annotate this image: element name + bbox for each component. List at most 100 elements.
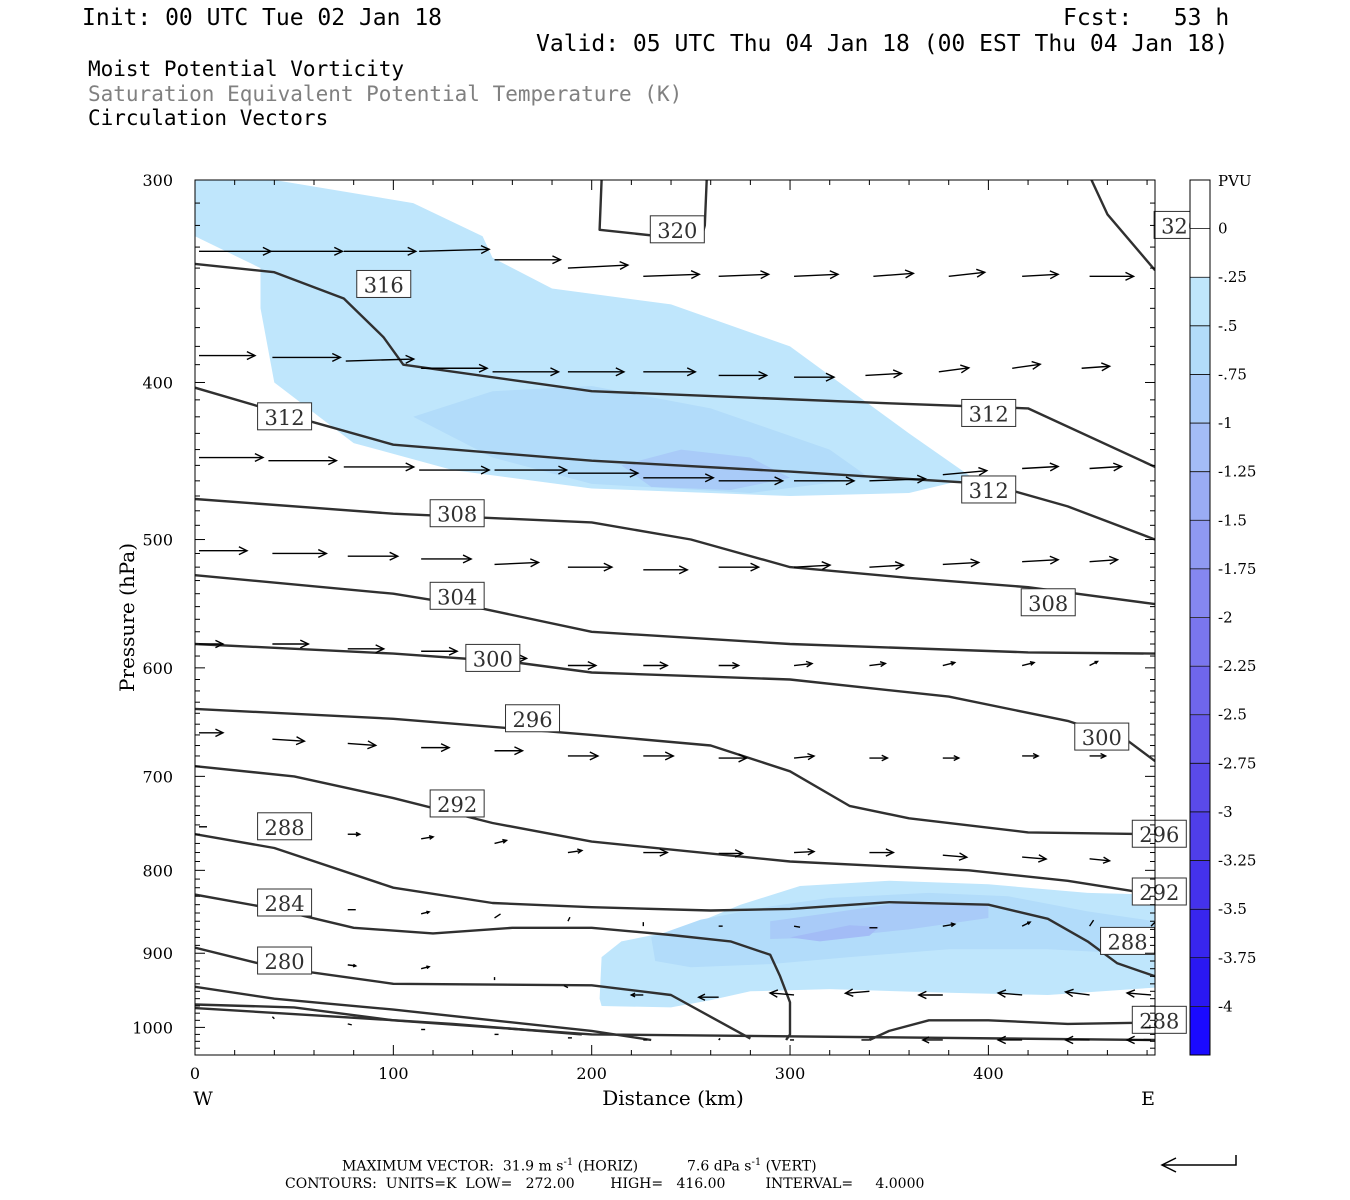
- max-vector-vert: 7.6 dPa s: [687, 1158, 752, 1175]
- vector-head: [558, 465, 569, 475]
- vector-shaft: [494, 839, 507, 845]
- y-tick-label: 800: [142, 861, 173, 880]
- colorbar-label: -3.25: [1218, 852, 1256, 870]
- vector-head: [664, 751, 675, 761]
- vector-head: [892, 369, 904, 379]
- theta-contour-6: [195, 642, 1155, 763]
- vector-arrow: [1012, 360, 1042, 370]
- vector-head: [825, 372, 836, 382]
- contour-label-box: [1131, 819, 1187, 848]
- vector-arrow: [718, 476, 785, 486]
- max-vector-label: MAXIMUM VECTOR:: [342, 1158, 494, 1175]
- vector-head: [960, 364, 971, 374]
- vector-arrow: [794, 270, 840, 280]
- vector-arrow: [942, 466, 989, 476]
- vector-shaft: [271, 1016, 275, 1020]
- vector-arrow: [270, 246, 345, 256]
- colorbar-label: -1.25: [1218, 463, 1256, 481]
- contour-label-box: [257, 402, 313, 431]
- y-tick-label: 400: [142, 373, 173, 392]
- vector-arrow: [1063, 1035, 1090, 1045]
- vector-arrow: [629, 992, 644, 998]
- vector-arrow: [345, 354, 416, 364]
- vector-arrow: [272, 736, 306, 746]
- vector-head: [589, 751, 600, 761]
- vector-arrow: [1089, 856, 1112, 864]
- vector-shaft: [563, 984, 569, 989]
- vector-arrow: [199, 546, 249, 556]
- vector-shaft: [793, 925, 801, 928]
- contour-label: 292: [429, 789, 485, 818]
- vector-head: [333, 246, 345, 256]
- vector-head: [829, 270, 840, 280]
- vector-head: [921, 1036, 930, 1044]
- vector-arrow: [420, 910, 431, 915]
- contour-label: 320: [649, 215, 705, 244]
- vector-arrow: [643, 367, 697, 377]
- vector-arrow: [420, 965, 431, 970]
- vector-shaft: [942, 561, 979, 566]
- contour-label: 292: [1131, 877, 1187, 906]
- vector-arrow: [996, 1035, 1023, 1045]
- theta-contour-10: [195, 893, 792, 1041]
- vector-shaft: [942, 854, 967, 858]
- contour-label-box: [257, 888, 313, 917]
- contour-label-text: 292: [437, 793, 477, 817]
- colorbar-unit: PVU: [1218, 172, 1252, 190]
- theta-contour-5: [195, 574, 1155, 655]
- vector-arrow: [419, 245, 491, 255]
- vector-arrow: [494, 465, 569, 475]
- vector-head: [1031, 360, 1042, 370]
- contour-label: 300: [1074, 722, 1130, 751]
- y-tick-label: 500: [142, 531, 173, 550]
- contour-label: 288: [257, 812, 313, 841]
- vector-head: [405, 462, 416, 472]
- vector-arrow: [1089, 271, 1136, 281]
- colorbar-label: -.5: [1218, 317, 1237, 335]
- vector-arrow: [343, 462, 416, 472]
- vector-arrow: [1125, 1035, 1152, 1045]
- vector-shaft: [869, 478, 926, 482]
- vector-head: [976, 268, 987, 278]
- vector-arrow: [718, 562, 761, 572]
- vector-head: [958, 852, 969, 861]
- vector-head: [1063, 1035, 1074, 1045]
- vector-arrow: [567, 468, 640, 478]
- vector-head: [629, 468, 640, 478]
- x-axis: 0 100 200 300 400 Distance (km) W E: [190, 180, 1155, 1110]
- vector-head: [478, 363, 489, 373]
- vector-arrow: [272, 548, 328, 559]
- vector-arrow: [643, 473, 715, 483]
- vector-shaft: [869, 564, 904, 568]
- vector-head: [917, 990, 927, 1000]
- vector-shaft: [873, 272, 914, 278]
- vector-head: [805, 660, 814, 668]
- x-axis-title: Distance (km): [602, 1086, 744, 1110]
- contour-label: 300: [465, 643, 521, 672]
- vector-head: [894, 561, 906, 571]
- vector-shaft: [793, 662, 813, 667]
- vector-arrow: [697, 993, 719, 1001]
- colorbar-cell: [1189, 471, 1211, 521]
- vector-head: [331, 352, 342, 362]
- vector-shaft: [1089, 465, 1122, 470]
- vector-arrow: [1089, 462, 1124, 472]
- vector-head: [996, 1035, 1007, 1045]
- vector-head: [367, 740, 378, 750]
- vector-arrow: [869, 474, 928, 484]
- vector-arrow: [865, 369, 904, 379]
- vector-head: [1032, 752, 1040, 760]
- vector-head: [619, 260, 630, 271]
- vector-head: [732, 661, 741, 670]
- reference-vector: [1160, 1155, 1237, 1173]
- vector-shaft: [419, 248, 490, 253]
- vector-head: [659, 661, 669, 670]
- x-tick-label: 0: [190, 1064, 200, 1083]
- vector-head: [1094, 660, 1100, 665]
- vector-head: [768, 989, 779, 998]
- vector-arrow: [347, 831, 362, 837]
- vector-head: [686, 367, 697, 377]
- field-title-vectors: Circulation Vectors: [88, 106, 329, 130]
- pv-shading: [195, 180, 1155, 1008]
- colorbar-label: -1: [1218, 414, 1233, 432]
